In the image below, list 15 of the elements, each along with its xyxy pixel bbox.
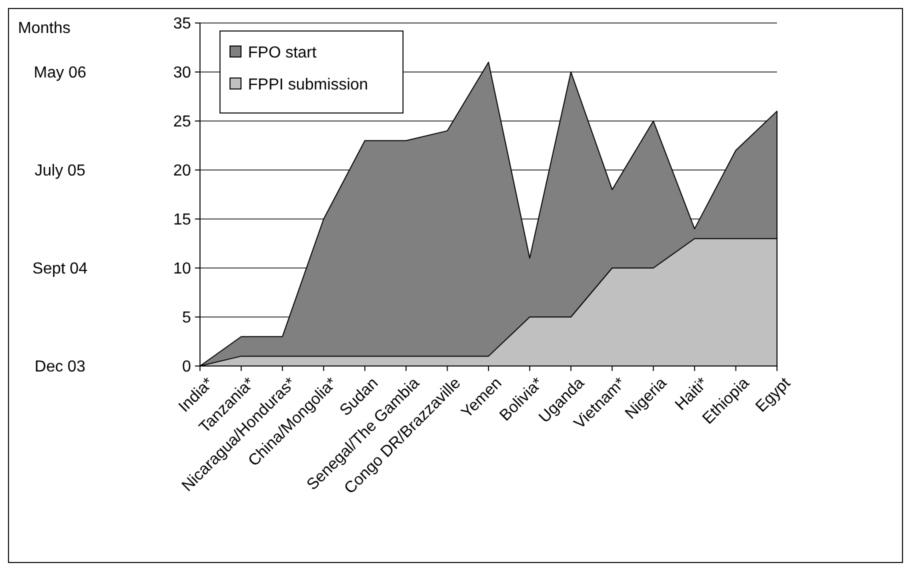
text: Sept 04 [32, 260, 88, 278]
y-tick-label: 30 [173, 64, 192, 82]
y-tick-label: 0 [182, 358, 192, 376]
y-tick-label: 10 [173, 260, 192, 278]
text: May 06 [34, 64, 86, 82]
text: Dec 03 [34, 358, 86, 376]
legend-label: FPPI submission [248, 76, 368, 94]
legend-label: FPO start [248, 44, 318, 62]
y-tick-label: 5 [182, 310, 192, 327]
y-tick-label: 35 [173, 16, 192, 33]
y-tick-label: 15 [173, 212, 192, 229]
y-tick-label: 25 [173, 114, 192, 131]
text: July 05 [34, 162, 86, 180]
y-tick-label: 20 [173, 162, 192, 180]
text: Months [18, 20, 70, 37]
